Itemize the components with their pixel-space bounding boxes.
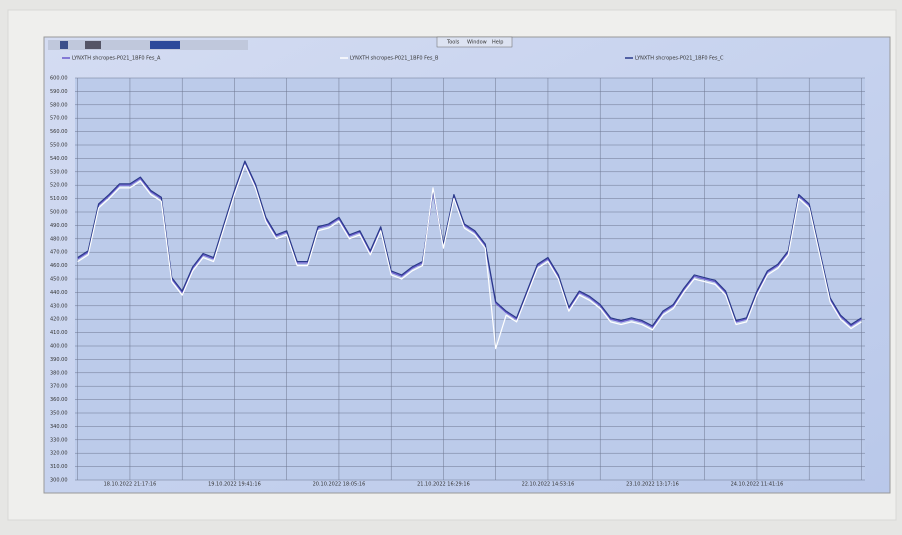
toolbar-icon [85,41,101,49]
y-tick-label: 530.00 [50,169,68,175]
legend-label: LYNXTH shcropes-P021_1BF0 Fes_B [350,56,439,62]
y-tick-label: 480.00 [50,236,68,242]
y-tick-label: 340.00 [50,424,68,430]
y-tick-label: 540.00 [50,156,68,162]
y-tick-label: 410.00 [50,330,68,336]
y-tick-label: 380.00 [50,370,68,376]
y-tick-label: 600.00 [50,76,68,82]
y-tick-label: 320.00 [50,451,68,457]
toolbar-icon [60,41,68,49]
x-tick-label: 21.10.2022 16:29:16 [417,482,470,488]
y-tick-label: 440.00 [50,290,68,296]
y-tick-label: 390.00 [50,357,68,363]
y-tick-label: 560.00 [50,129,68,135]
y-tick-label: 350.00 [50,411,68,417]
toolbar [48,40,248,50]
x-tick-label: 22.10.2022 14:53:16 [522,482,575,488]
y-tick-label: 510.00 [50,196,68,202]
y-tick-label: 300.00 [50,478,68,484]
legend-label: LYNXTH shcropes-P021_1BF0 Fes_C [635,56,724,62]
y-tick-label: 500.00 [50,210,68,216]
y-tick-label: 330.00 [50,437,68,443]
x-tick-label: 20.10.2022 18:05:16 [313,482,366,488]
y-tick-label: 520.00 [50,183,68,189]
y-tick-label: 360.00 [50,397,68,403]
x-tick-label: 19.10.2022 19:41:16 [208,482,261,488]
menu-item[interactable]: Window [467,40,487,46]
y-tick-label: 450.00 [50,277,68,283]
photo: Tools Window Help 300.00 310.00 320.00 330.… [0,0,902,531]
x-tick-label: 23.10.2022 13:17:16 [626,482,679,488]
y-tick-label: 490.00 [50,223,68,229]
menu-item[interactable]: Help [492,40,503,46]
legend-label: LYNXTH shcropes-P021_1BF0 Fes_A [72,56,161,62]
y-tick-label: 570.00 [50,116,68,122]
y-tick-label: 470.00 [50,250,68,256]
x-tick-label: 18.10.2022 21:17:16 [104,482,157,488]
toolbar-icon [150,41,180,49]
y-tick-label: 550.00 [50,143,68,149]
y-tick-label: 460.00 [50,263,68,269]
y-tick-label: 400.00 [50,344,68,350]
y-tick-label: 430.00 [50,303,68,309]
menu-item[interactable]: Tools [446,40,460,46]
x-tick-label: 24.10.2022 11:41:16 [731,482,784,488]
y-tick-label: 580.00 [50,102,68,108]
y-tick-label: 590.00 [50,89,68,95]
y-tick-label: 310.00 [50,464,68,470]
y-tick-label: 420.00 [50,317,68,323]
y-tick-label: 370.00 [50,384,68,390]
